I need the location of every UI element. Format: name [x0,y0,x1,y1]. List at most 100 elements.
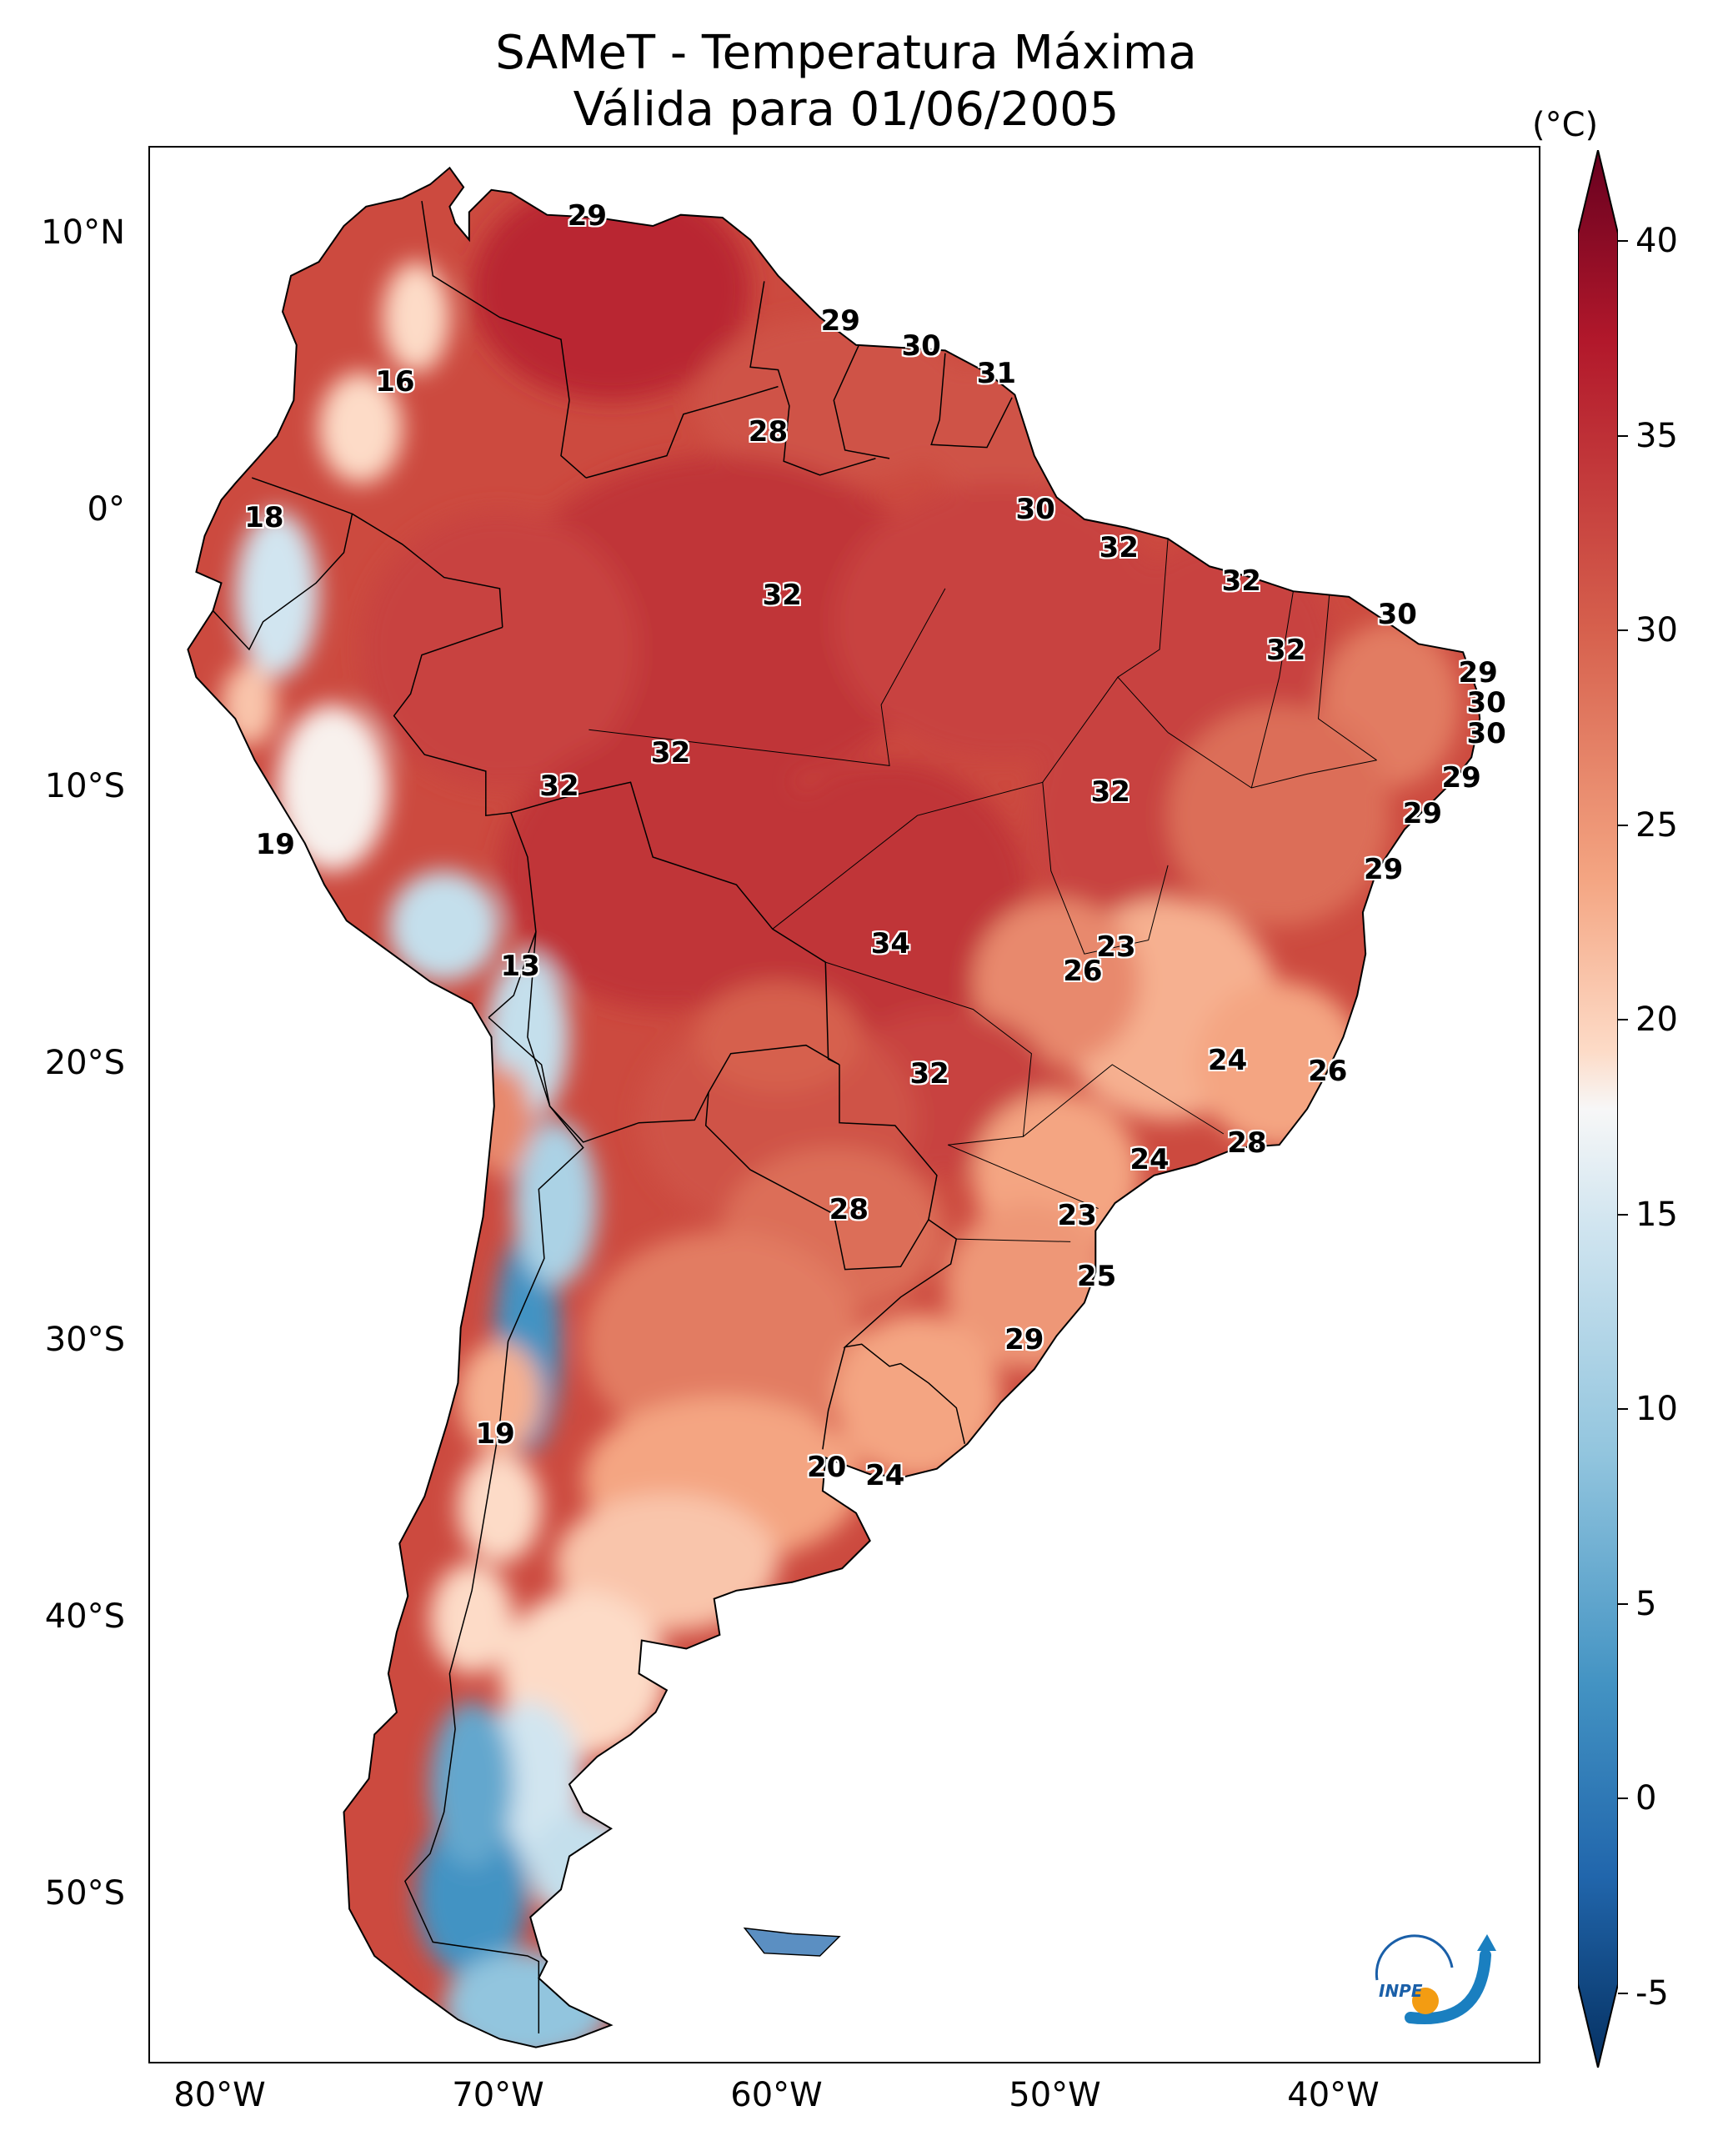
country-border [393,626,537,1019]
temperature-label: 30 [901,329,941,364]
state-border [1317,594,1377,761]
temperature-region [360,511,639,788]
temperature-region [1168,704,1391,926]
temperature-label: 25 [1076,1259,1117,1293]
temperature-label: 28 [829,1192,869,1226]
temperature-region [527,1812,639,1923]
country-border [749,281,876,476]
state-border [825,961,1032,1146]
lon-tick-label: 40°W [1287,2076,1380,2114]
temperature-label: 18 [244,500,284,534]
temperature-label: 28 [748,415,789,449]
country-border [404,1016,584,2033]
temperature-label: 30 [1015,492,1055,526]
continent-outline [187,166,1481,2048]
colorbar-tick-label: 5 [1635,1584,1657,1623]
temperature-region [383,262,450,373]
colorbar-tick-mark [1618,240,1628,242]
lat-tick-label: 30°S [44,1320,125,1359]
temperature-region [1029,704,1196,926]
lon-tick-label: 50°W [1009,2076,1101,2114]
map-panel[interactable] [148,146,1540,2063]
temperature-field [187,166,1481,2048]
country-borders [212,200,1377,2033]
colorbar-tick-mark [1618,434,1628,437]
lon-tick-label: 60°W [730,2076,823,2114]
lat-tick-label: 10°S [44,766,125,805]
temperature-label: 30 [1466,686,1506,720]
temperature-label: 19 [255,827,295,861]
temperature-region [583,1231,862,1452]
state-border [948,1144,1099,1210]
temperature-region [416,1812,528,1978]
state-border [1117,539,1169,678]
colorbar-tick-label: 0 [1635,1779,1657,1818]
temperature-region [466,1065,533,1176]
temperature-label: 29 [1363,852,1404,886]
colorbar-tick-label: 20 [1635,1000,1678,1039]
temperature-region [458,1341,542,1452]
country-border [704,1065,938,1271]
temperature-label: 32 [1099,531,1139,565]
colorbar-tick-mark [1618,824,1628,826]
temperature-label: 13 [500,949,540,983]
lat-tick-label: 50°S [44,1873,125,1913]
temperature-region [430,1701,514,1868]
temperature-label: 32 [1266,634,1306,668]
lon-tick-label: 70°W [452,2076,544,2114]
temperature-label: 24 [1207,1043,1248,1077]
lon-tick-label: 80°W [173,2076,266,2114]
temperature-label: 32 [650,736,691,770]
temperature-label: 29 [567,199,608,233]
temperature-label: 29 [1402,797,1443,831]
colorbar-tick-mark [1618,1408,1628,1410]
temperature-region [834,1313,1001,1480]
falkland-islands [743,1927,841,1957]
temperature-label: 23 [1096,930,1136,964]
svg-text:INPE: INPE [1379,1981,1423,2001]
country-border [212,477,353,651]
lat-tick-label: 10°N [41,213,125,252]
country-border [352,513,503,628]
temperature-label: 29 [1441,761,1481,795]
temperature-region [430,1562,514,1674]
temperature-label: 16 [375,365,415,399]
lat-tick-label: 20°S [44,1043,125,1082]
country-border [585,385,779,479]
country-border [421,200,587,479]
state-border [956,1238,1071,1242]
colorbar-tick-mark [1618,1992,1628,1994]
temperature-label: 23 [1057,1198,1097,1232]
temperature-label: 20 [806,1450,847,1484]
colorbar [1578,150,1618,2068]
country-border [527,931,840,1143]
colorbar-unit: (°C) [1532,106,1599,144]
temperature-label: 26 [1063,955,1103,989]
country-border [510,781,840,1065]
state-border [1023,1064,1225,1137]
temperature-label: 31 [976,357,1017,391]
temperature-region [458,1452,542,1563]
temperature-label: 34 [870,927,911,961]
temperature-label: 29 [1458,655,1498,689]
colorbar-tick-mark [1618,1213,1628,1216]
temperature-region [235,511,319,678]
islands [743,1927,841,1957]
temperature-label: 32 [909,1057,949,1091]
temperature-label: 32 [1090,775,1130,809]
colorbar-tick-label: 40 [1635,222,1678,260]
colorbar-tick-label: 15 [1635,1195,1678,1234]
country-border [822,1346,846,1450]
temperature-region [750,760,1029,1037]
country-border [930,353,1013,449]
country-border [843,1219,966,1444]
colorbar-tick-label: 25 [1635,805,1678,845]
colorbar-tick-label: 10 [1635,1390,1678,1428]
colorbar-tick-mark [1618,1602,1628,1605]
temperature-label: 29 [1004,1322,1044,1356]
temperature-label: 24 [865,1458,905,1492]
temperature-label: 32 [762,578,802,612]
temperature-region [388,870,500,982]
state-border [1167,732,1377,789]
temperature-label: 30 [1466,716,1506,750]
